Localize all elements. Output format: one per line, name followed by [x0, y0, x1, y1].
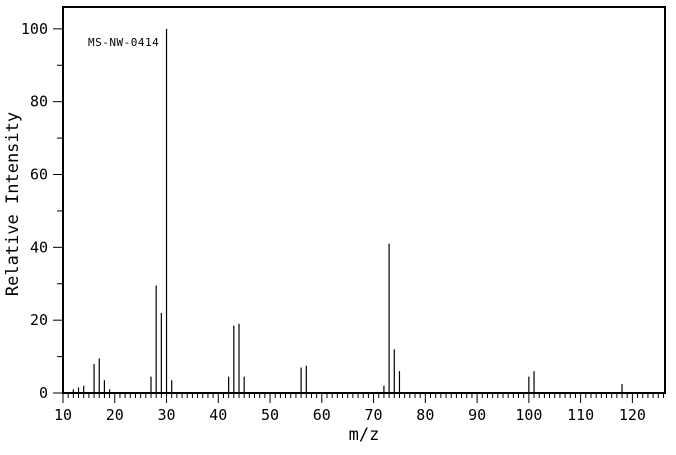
- y-tick-label: 40: [30, 238, 48, 256]
- x-tick-label: 90: [468, 406, 486, 424]
- x-tick-label: 70: [365, 406, 383, 424]
- x-tick-label: 10: [54, 406, 72, 424]
- x-axis-title: m/z: [349, 425, 380, 445]
- y-tick-label: 20: [30, 311, 48, 329]
- x-tick-label: 120: [619, 406, 646, 424]
- x-tick-label: 80: [416, 406, 434, 424]
- y-tick-label: 80: [30, 93, 48, 111]
- x-tick-label: 30: [157, 406, 175, 424]
- y-axis-title: Relative Intensity: [3, 112, 23, 296]
- x-tick-label: 40: [209, 406, 227, 424]
- x-tick-label: 100: [515, 406, 542, 424]
- y-tick-label: 0: [39, 384, 48, 402]
- x-tick-label: 50: [261, 406, 279, 424]
- x-tick-label: 20: [106, 406, 124, 424]
- y-tick-label: 100: [21, 20, 48, 38]
- y-tick-label: 60: [30, 166, 48, 184]
- x-tick-label: 110: [567, 406, 594, 424]
- x-tick-label: 60: [313, 406, 331, 424]
- plot-border: [62, 6, 666, 394]
- spectrum-id-label: MS-NW-0414: [88, 36, 159, 49]
- plot-area: 10 20 30 40 50 60 70 80 90 100 110 120 0 20 40 60 80 100: [21, 6, 666, 424]
